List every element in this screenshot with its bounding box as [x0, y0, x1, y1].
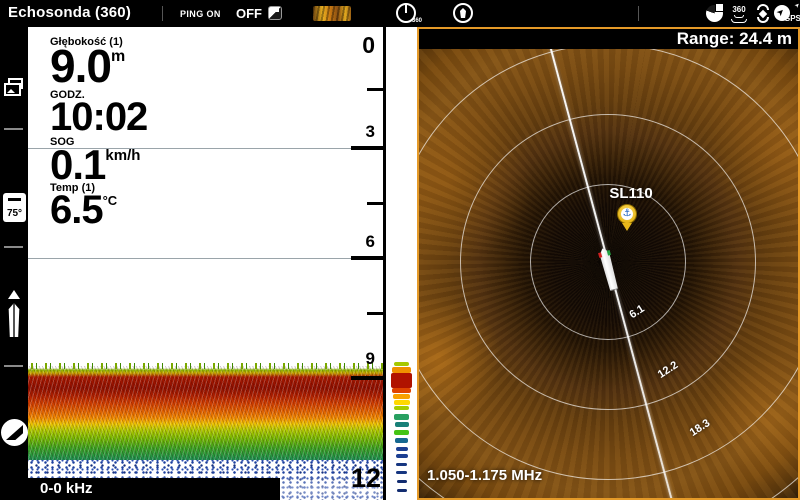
- waypoint-pin-tail: [622, 223, 632, 231]
- divider: [162, 6, 163, 21]
- depth-label-0: 0: [362, 32, 375, 58]
- transducer-icon[interactable]: [453, 3, 473, 23]
- views-icon[interactable]: [3, 78, 25, 102]
- depth-readout-unit: m: [110, 48, 126, 65]
- rts-band: [394, 414, 409, 420]
- depth-gridline-3m: [28, 148, 386, 149]
- waypoint-name: SL110: [609, 185, 653, 202]
- radar-360-status-icon: 360: [729, 5, 749, 23]
- ping-status: PING ON: [180, 9, 221, 19]
- sog-readout: SOG 0.1km/h: [50, 136, 141, 186]
- depth-gridline-6m: [28, 258, 386, 259]
- depth-readout-label: Głębokość (1): [50, 36, 123, 48]
- depth-readout: Głębokość (1) 9.0m: [50, 36, 126, 89]
- sonar-ping-icon: [756, 4, 770, 23]
- rts-band: [393, 394, 410, 399]
- sweep-angle-label: 75°: [6, 208, 23, 219]
- rts-band: [392, 367, 411, 373]
- sweep-angle-icon[interactable]: 75°: [3, 193, 26, 222]
- divider: [4, 365, 23, 367]
- range-bar: Range: 24.4 m: [419, 29, 798, 49]
- depth-tick: [351, 146, 383, 150]
- autochart-icon[interactable]: [1, 419, 28, 446]
- sonar-360-icon-label: 360: [411, 18, 422, 24]
- boat-forward-icon[interactable]: [5, 290, 23, 340]
- top-status-bar: Echosonda (360) PING ON OFF 360 360 ➤ GP…: [0, 0, 800, 27]
- temp-readout-value: 6.5: [50, 188, 104, 232]
- radar-360-status-label: 360: [732, 5, 746, 14]
- depth-tick: [351, 376, 383, 380]
- depth-label-6: 6: [365, 232, 375, 251]
- depth-tick: [367, 202, 383, 205]
- rts-band: [395, 447, 408, 451]
- rts-window: [386, 362, 417, 494]
- heading-icon: [774, 5, 790, 21]
- gps-status: ➤ GPS: [784, 1, 800, 25]
- off-status: OFF: [236, 6, 262, 21]
- depth-ruler: [383, 27, 386, 500]
- rts-band: [395, 454, 408, 458]
- sog-readout-unit: km/h: [105, 147, 141, 164]
- sonar-2d-pane[interactable]: 0 3 6 9 12 Głębokość (1) 9.0m GODZ. 10:0…: [28, 27, 417, 500]
- rts-band: [391, 373, 412, 388]
- time-readout: GODZ. 10:02: [50, 89, 148, 137]
- depth-label-3: 3: [365, 122, 375, 141]
- app-title: Echosonda (360): [8, 4, 132, 21]
- rts-band: [396, 480, 407, 483]
- temp-readout-label: Temp (1): [50, 182, 96, 194]
- depth-tick: [351, 256, 383, 260]
- rts-band: [394, 362, 409, 366]
- range-value: Range: 24.4 m: [676, 29, 792, 48]
- cursor-icon: ➤: [793, 1, 800, 10]
- rts-band: [394, 430, 409, 435]
- sog-readout-label: SOG: [50, 136, 75, 148]
- waypoint-marker[interactable]: ⚓: [616, 204, 638, 232]
- divider: [4, 246, 23, 248]
- time-readout-label: GODZ.: [50, 89, 85, 101]
- depth-tick: [367, 88, 383, 91]
- divider: [638, 6, 639, 21]
- rts-band: [396, 471, 407, 474]
- frequency-label-360: 1.050-1.175 MHz: [427, 467, 543, 484]
- temp-readout: Temp (1) 6.5°C: [50, 182, 118, 230]
- rts-band: [395, 438, 408, 443]
- sonar-360-pane[interactable]: 6.1 12.2 18.3 Range: 24.4 m SL110 ⚓ 1.05…: [417, 27, 800, 500]
- rts-band: [392, 388, 411, 393]
- sonar-360-icon[interactable]: 360: [396, 3, 422, 24]
- rts-band: [393, 400, 410, 405]
- depth-label-12: 12: [350, 463, 381, 493]
- sog-readout-value: 0.1: [50, 141, 106, 188]
- depth-tick: [367, 312, 383, 315]
- temp-readout-unit: °C: [102, 193, 118, 208]
- anchor-icon: ⚓: [621, 208, 633, 220]
- frequency-label-2d: 0-0 kHz: [28, 478, 280, 500]
- depth-label-9: 9: [365, 349, 375, 368]
- snapshot-icon[interactable]: [706, 3, 724, 22]
- rts-band: [396, 489, 407, 492]
- backlight-icon[interactable]: [268, 6, 282, 20]
- gps-label: GPS: [784, 14, 800, 23]
- left-toolbar: 75°: [0, 27, 28, 500]
- time-readout-value: 10:02: [50, 95, 148, 139]
- rts-band: [394, 422, 409, 427]
- depth-readout-value: 9.0: [50, 40, 112, 92]
- palette-preview[interactable]: [313, 6, 351, 21]
- rts-band: [396, 463, 407, 466]
- rts-band: [394, 406, 409, 410]
- divider: [4, 128, 23, 130]
